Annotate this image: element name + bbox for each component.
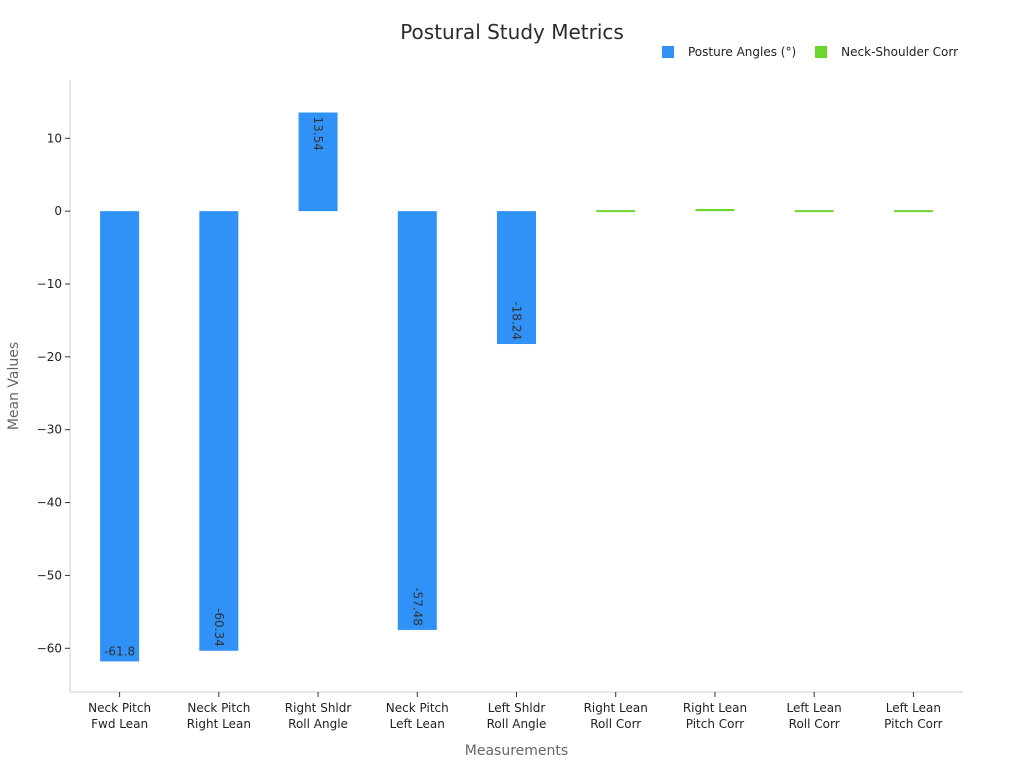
bar — [893, 210, 933, 213]
x-tick-label: Left Lean Roll Corr — [787, 701, 842, 731]
x-tick-label: Right Lean Roll Corr — [584, 701, 648, 731]
bar-value-label: 13.54 — [311, 116, 325, 150]
bar — [397, 211, 437, 630]
bar — [695, 208, 735, 212]
bar-value-label: -57.48 — [410, 587, 424, 626]
bar-value-label: -60.34 — [212, 608, 226, 647]
x-tick-label: Neck Pitch Fwd Lean — [88, 701, 151, 731]
x-tick-label: Neck Pitch Left Lean — [386, 701, 449, 731]
y-tick-label: −20 — [37, 350, 62, 364]
x-tick-label: Neck Pitch Right Lean — [187, 701, 251, 731]
y-tick-label: 0 — [54, 204, 62, 218]
legend-swatch-neck-shoulder-corr — [815, 46, 828, 58]
y-tick-label: 10 — [47, 131, 62, 145]
legend-item-neck-shoulder-corr: Neck-Shoulder Corr — [815, 45, 958, 59]
x-tick-label: Right Lean Pitch Corr — [683, 701, 747, 731]
bar — [497, 211, 536, 345]
legend: Posture Angles (°) Neck-Shoulder Corr — [662, 45, 958, 59]
legend-swatch-posture-angles — [662, 46, 674, 58]
y-tick-label: −40 — [37, 496, 62, 510]
bar — [100, 211, 140, 662]
bar — [794, 210, 834, 213]
bar — [298, 112, 338, 212]
y-axis-title: Mean Values — [6, 342, 22, 430]
x-tick-label: Left Lean Pitch Corr — [884, 701, 942, 731]
chart-title: Postural Study Metrics — [400, 20, 624, 44]
y-tick-label: −50 — [37, 568, 62, 582]
x-tick-label: Right Shldr Roll Angle — [285, 701, 352, 731]
legend-label-neck-shoulder-corr: Neck-Shoulder Corr — [841, 45, 959, 59]
x-axis-title: Measurements — [465, 743, 568, 759]
y-tick-label: −30 — [37, 423, 62, 437]
x-tick-label: Left Shldr Roll Angle — [487, 701, 547, 731]
legend-label-posture-angles: Posture Angles (°) — [688, 45, 797, 59]
bar-value-label: -61.8 — [104, 644, 135, 658]
bar — [199, 211, 239, 651]
legend-item-posture-angles: Posture Angles (°) — [662, 45, 796, 59]
bar-value-label: -18.24 — [510, 301, 524, 340]
y-tick-label: −10 — [37, 277, 62, 291]
y-tick-label: −60 — [37, 641, 62, 655]
bar — [596, 210, 636, 213]
